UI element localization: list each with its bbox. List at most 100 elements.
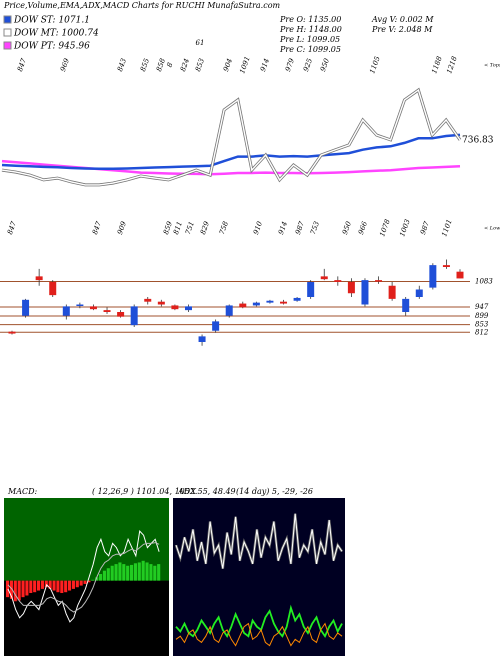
- macd-bar: [71, 580, 75, 589]
- candle-body: [76, 304, 84, 306]
- candle-body: [8, 331, 16, 334]
- adx-title: ADX: [177, 487, 196, 496]
- macd-bar: [122, 564, 126, 581]
- candle-body: [375, 280, 383, 282]
- candle-body: [388, 285, 396, 299]
- pre-stat: Pre C: 1099.05: [279, 45, 341, 54]
- lows-marker: < Lows: [484, 226, 500, 232]
- macd-bar: [37, 580, 41, 591]
- candle-body: [280, 301, 288, 304]
- macd-bar: [149, 564, 153, 581]
- macd-bar: [133, 563, 137, 581]
- macd-bar: [130, 564, 134, 581]
- adx-panel: [173, 498, 345, 656]
- macd-bar: [60, 580, 64, 594]
- macd-bar: [48, 580, 52, 589]
- candle-body: [62, 306, 70, 316]
- candle-body: [347, 282, 355, 294]
- candle-body: [117, 312, 125, 317]
- adx-line: [175, 604, 343, 639]
- adx-params: (14 day) 5, -29, -26: [236, 487, 313, 496]
- candle-body: [239, 303, 247, 308]
- legend-label: DOW ST: 1071.1: [13, 16, 90, 26]
- macd-bar: [106, 568, 110, 581]
- macd-bar: [13, 580, 17, 602]
- legend-swatch: [3, 41, 12, 50]
- macd-bar: [9, 580, 13, 599]
- macd-line: [7, 542, 160, 613]
- macd-bar: [56, 580, 60, 593]
- macd-bar: [68, 580, 72, 591]
- macd-bar: [40, 580, 44, 589]
- legend-label: DOW MT: 1000.74: [13, 29, 99, 39]
- candle-body: [402, 298, 410, 312]
- volume-stat: Avg V: 0.002 M: [371, 15, 434, 24]
- candle-body: [266, 300, 274, 303]
- last-value: 736.83: [462, 135, 494, 145]
- macd-bar: [44, 580, 48, 588]
- legend-swatch: [3, 15, 12, 24]
- macd-title: MACD:: [7, 487, 38, 496]
- candle-body: [89, 306, 97, 310]
- candle-body: [225, 305, 233, 316]
- pre-stat: Pre H: 1148.00: [279, 25, 342, 34]
- macd-bar: [126, 565, 130, 581]
- candle-body: [171, 305, 179, 310]
- ema-line: [1, 88, 461, 186]
- level-label: 899: [475, 312, 489, 320]
- pre-stat: Pre L: 1099.05: [279, 35, 340, 44]
- macd-bar: [102, 570, 106, 581]
- macd-bar: [83, 580, 87, 584]
- candle-body: [334, 280, 342, 282]
- top-label: 8: [165, 61, 174, 68]
- candle-body: [157, 301, 165, 305]
- macd-bar: [153, 565, 157, 581]
- candle-body: [103, 310, 111, 312]
- candle-body: [130, 306, 138, 326]
- macd-bar: [79, 580, 83, 586]
- candle-body: [361, 280, 369, 305]
- adx-line: [175, 513, 343, 569]
- macd-bar: [110, 565, 114, 581]
- macd-bar: [91, 579, 95, 581]
- candle-body: [429, 265, 437, 288]
- pre-stat: Pre O: 1135.00: [279, 15, 341, 24]
- macd-bar: [64, 580, 68, 593]
- candle-body: [22, 299, 30, 316]
- macd-line: [7, 530, 160, 623]
- level-label: 947: [475, 303, 489, 311]
- volume-stat: Pre V: 2.048 M: [371, 25, 433, 34]
- level-label: 1083: [475, 277, 493, 285]
- macd-bar: [114, 564, 118, 581]
- macd-bar: [75, 580, 79, 588]
- candle-body: [442, 265, 450, 267]
- macd-bar: [29, 580, 33, 594]
- candle-body: [307, 282, 315, 297]
- candle-body: [293, 297, 301, 301]
- macd-params: ( 12,26,9 ) 1101.04, 1052.55, 48.49: [92, 487, 236, 496]
- page-title: Price,Volume,EMA,ADX,MACD Charts for RUC…: [3, 1, 281, 10]
- macd-bar: [141, 560, 145, 581]
- top-label: 61: [196, 39, 205, 47]
- candle-body: [456, 271, 464, 279]
- legend-swatch: [3, 28, 12, 37]
- candle-body: [212, 321, 220, 331]
- macd-bar: [99, 574, 103, 581]
- tops-marker: < Tops: [484, 63, 500, 69]
- candle-body: [415, 289, 423, 297]
- adx-line: [175, 622, 343, 647]
- candle-body: [184, 306, 192, 311]
- candle-body: [198, 336, 206, 342]
- candle-body: [144, 298, 152, 302]
- macd-bar: [118, 562, 122, 581]
- candle-body: [49, 282, 57, 296]
- candle-body: [35, 276, 43, 281]
- macd-bar: [17, 580, 21, 601]
- macd-bar: [33, 580, 37, 593]
- macd-bar: [137, 562, 141, 581]
- level-label: 853: [475, 321, 489, 329]
- macd-bar: [21, 580, 25, 598]
- ema-line: [1, 133, 461, 170]
- macd-upper-bg: [4, 498, 169, 581]
